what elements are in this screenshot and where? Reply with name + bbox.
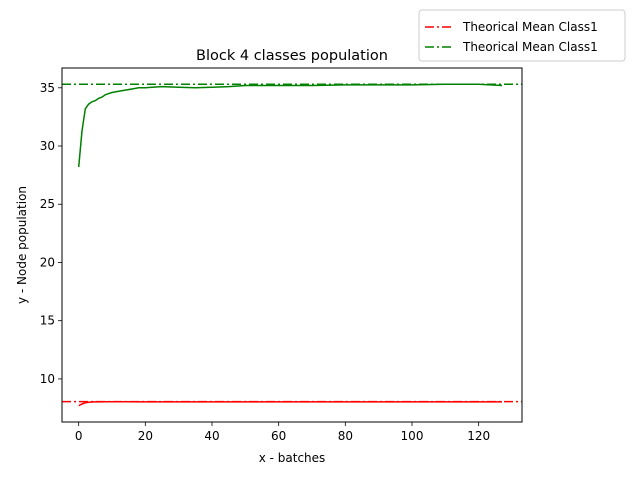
x-tick-label: 60 [271, 429, 286, 443]
y-tick-label: 10 [40, 372, 55, 386]
x-axis-ticks: 0 20 40 60 80 100 120 [75, 422, 490, 443]
y-tick-label: 30 [40, 139, 55, 153]
x-tick-label: 20 [138, 429, 153, 443]
y-tick-label: 15 [40, 314, 55, 328]
y-tick-label: 25 [40, 197, 55, 211]
x-tick-label: 0 [75, 429, 83, 443]
series-line [78, 400, 502, 407]
x-tick-label: 40 [204, 429, 219, 443]
x-tick-label: 120 [467, 429, 490, 443]
plot-lines [62, 83, 522, 407]
plot-frame [61, 67, 523, 423]
y-tick-label: 20 [40, 255, 55, 269]
chart-title: Block 4 classes population [196, 48, 388, 64]
legend-entry-label: Theorical Mean Class1 [462, 20, 598, 34]
legend-entry-label: Theorical Mean Class1 [462, 40, 598, 54]
legend: Theorical Mean Class1 Theorical Mean Cla… [418, 9, 626, 62]
x-tick-label: 100 [401, 429, 424, 443]
x-axis-label: x - batches [259, 451, 326, 465]
y-tick-label: 35 [40, 81, 55, 95]
series-line [77, 83, 503, 168]
legend-frame [418, 9, 626, 62]
x-tick-label: 80 [338, 429, 353, 443]
y-axis-label: y - Node population [15, 186, 29, 304]
y-axis-ticks: 10 15 20 25 30 35 [40, 81, 62, 386]
